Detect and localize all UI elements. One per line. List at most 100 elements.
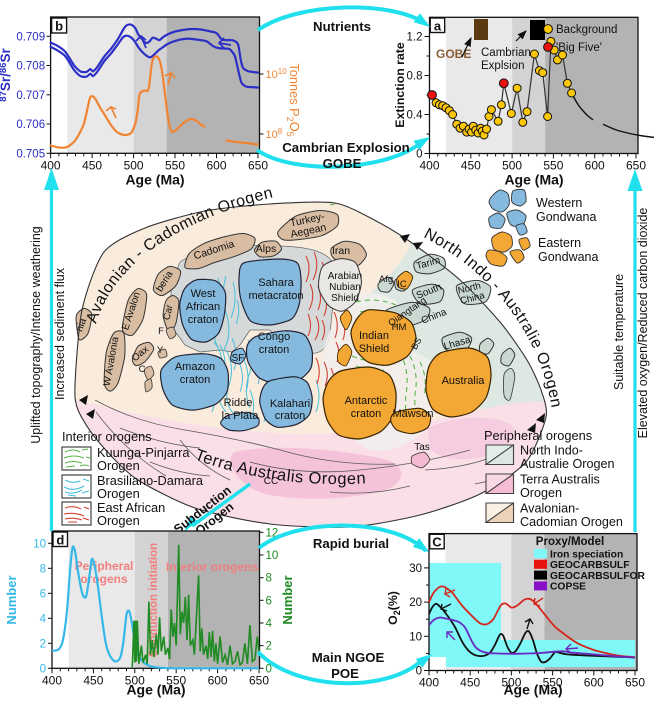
svg-text:0: 0 [416,666,422,678]
svg-text:Iron speciation: Iron speciation [550,549,623,560]
svg-text:Car: Car [162,304,176,321]
svg-text:0: 0 [40,663,46,675]
svg-text:Main NGOE: Main NGOE [312,650,385,665]
svg-text:650: 650 [249,673,269,687]
svg-text:Terra Australis: Terra Australis [520,473,600,487]
svg-text:0.707: 0.707 [16,90,45,102]
svg-text:BS: BS [409,336,423,351]
svg-text:550: 550 [166,673,186,687]
svg-text:0.8: 0.8 [407,71,423,83]
svg-text:CC: CC [264,476,278,487]
svg-text:Iran: Iran [332,245,350,257]
svg-text:Number: Number [4,575,19,624]
svg-text:10: 10 [409,631,422,643]
svg-text:0: 0 [266,663,272,675]
svg-text:650: 650 [626,159,646,173]
svg-text:Arabian: Arabian [328,271,362,282]
svg-text:0.705: 0.705 [16,148,45,160]
svg-text:1.2: 1.2 [407,32,423,44]
svg-text:Explsion: Explsion [481,60,524,72]
svg-text:Orogen: Orogen [97,513,140,528]
svg-text:30: 30 [409,563,422,575]
svg-text:Kalahari: Kalahari [270,398,310,410]
svg-text:400: 400 [419,159,439,173]
svg-text:East African: East African [97,500,165,515]
svg-text:600: 600 [208,673,228,687]
svg-text:0: 0 [416,149,422,161]
svg-text:POE: POE [331,666,359,681]
svg-text:IC: IC [397,279,407,290]
svg-text:Australie Orogen: Australie Orogen [520,457,615,471]
svg-text:SF: SF [232,353,245,364]
svg-text:4: 4 [40,613,47,625]
svg-text:Interior orogens: Interior orogens [62,429,152,444]
svg-text:600: 600 [206,158,226,172]
svg-text:Alps: Alps [256,243,276,255]
svg-text:0.4: 0.4 [407,110,424,122]
svg-text:Orogen: Orogen [97,486,140,501]
svg-text:craton: craton [188,314,219,326]
svg-text:Proxy/Model: Proxy/Model [536,536,604,548]
svg-text:500: 500 [124,158,144,172]
svg-text:Number: Number [280,575,295,624]
svg-text:Y: Y [157,345,164,356]
svg-text:Elevated oxygen/Reduced carbon: Elevated oxygen/Reduced carbon dioxide [636,208,650,439]
svg-text:Afg: Afg [379,274,393,285]
svg-text:b: b [55,19,63,34]
svg-text:Australia: Australia [442,375,486,387]
svg-text:Gondwana: Gondwana [538,250,599,264]
svg-text:Kuunga-Pinjarra: Kuunga-Pinjarra [97,445,190,460]
svg-text:10: 10 [266,550,279,562]
svg-text:Shield: Shield [331,293,359,304]
svg-text:Tonnes P2O5: Tonnes P2O5 [285,63,302,136]
svg-text:a: a [434,18,442,33]
svg-text:Mawson: Mawson [393,408,434,420]
svg-text:550: 550 [543,159,563,173]
svg-text:C: C [139,364,146,375]
svg-text:HM: HM [392,322,407,333]
svg-text:450: 450 [82,158,102,172]
svg-text:Western: Western [536,196,582,210]
svg-text:African: African [186,301,220,313]
svg-text:Gondwana: Gondwana [536,210,597,224]
svg-text:650: 650 [248,158,268,172]
svg-text:metacraton: metacraton [248,290,303,302]
svg-text:400: 400 [41,158,61,172]
svg-text:87Sr/86Sr: 87Sr/86Sr [0,48,13,102]
svg-text:la Plata: la Plata [222,410,260,422]
svg-text:8: 8 [40,563,46,575]
svg-text:F: F [158,326,164,337]
svg-text:Ridde: Ridde [224,397,253,409]
svg-text:Congo: Congo [258,331,290,343]
svg-text:Orogen: Orogen [97,458,140,473]
svg-text:650: 650 [625,676,645,690]
svg-text:500: 500 [125,673,145,687]
svg-text:Cambrian: Cambrian [481,47,531,59]
svg-text:Brasiliano-Damara: Brasiliano-Damara [97,473,204,488]
svg-text:nia: nia [74,317,89,334]
svg-text:O2(%): O2(%) [386,591,402,625]
svg-text:450: 450 [460,676,480,690]
svg-text:8: 8 [266,573,272,585]
svg-text:Peripheral: Peripheral [75,559,134,573]
svg-text:Eastern: Eastern [538,236,581,250]
svg-text:West: West [191,288,216,300]
svg-text:Peripheral orogens: Peripheral orogens [484,428,592,443]
svg-text:Nubian: Nubian [329,282,361,293]
svg-text:craton: craton [351,408,382,420]
svg-text:GOBE: GOBE [436,47,471,61]
svg-text:Amazon: Amazon [175,361,215,373]
svg-text:Age (Ma): Age (Ma) [503,682,562,698]
svg-text:GEOCARBSULF: GEOCARBSULF [550,560,630,571]
svg-text:craton: craton [275,410,306,422]
svg-text:Subduction initiation: Subduction initiation [148,543,160,657]
svg-text:6: 6 [40,588,46,600]
svg-text:20: 20 [409,597,422,609]
svg-text:Age (Ma): Age (Ma) [504,172,563,188]
svg-text:Suitable temperature: Suitable temperature [612,274,626,390]
svg-text:C: C [432,534,442,549]
svg-text:Age (Ma): Age (Ma) [126,681,185,697]
svg-text:'Big Five': 'Big Five' [556,42,602,54]
svg-text:North Indo-: North Indo- [520,444,583,458]
svg-text:craton: craton [180,374,211,386]
